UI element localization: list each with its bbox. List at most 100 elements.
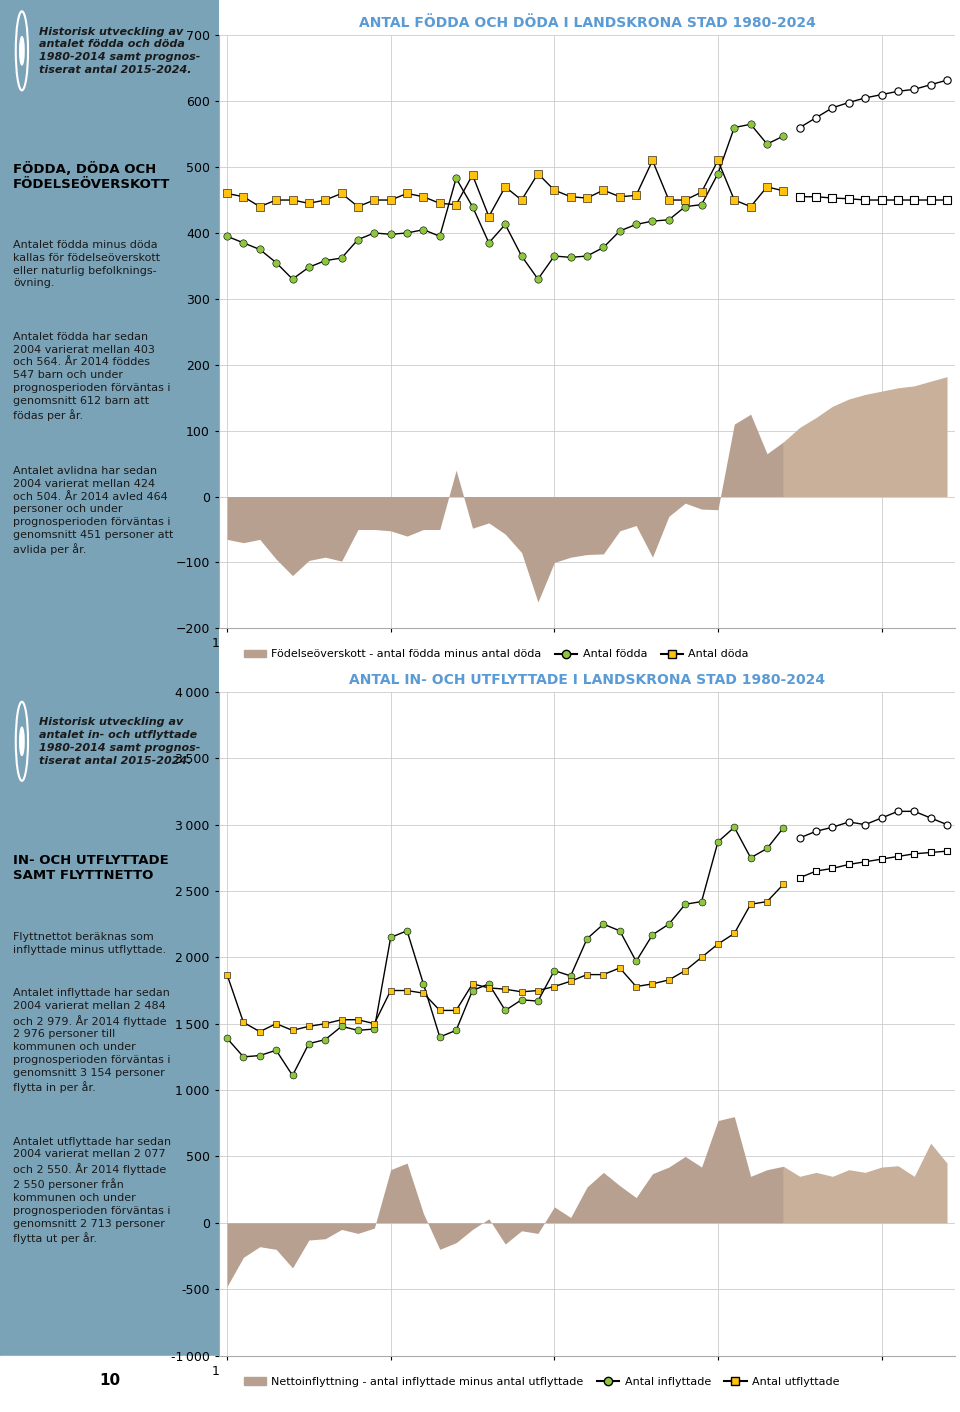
Point <box>906 843 922 866</box>
Point <box>334 1008 349 1031</box>
Point <box>448 1000 464 1022</box>
Point <box>694 946 709 969</box>
Point <box>580 186 595 209</box>
Point <box>792 185 807 208</box>
Point <box>546 179 562 202</box>
Point <box>399 979 415 1001</box>
Point <box>923 73 938 96</box>
Point <box>727 922 742 945</box>
Point <box>301 256 317 278</box>
Point <box>841 853 856 875</box>
Point <box>727 116 742 138</box>
Point <box>546 959 562 981</box>
Point <box>465 164 480 186</box>
Point <box>530 162 545 185</box>
Point <box>808 860 824 882</box>
Point <box>367 1018 382 1041</box>
Point <box>694 193 709 216</box>
Point <box>367 189 382 212</box>
Point <box>220 225 235 247</box>
Point <box>252 1021 268 1043</box>
Point <box>497 979 513 1001</box>
Point <box>759 837 775 860</box>
Point <box>220 963 235 986</box>
Point <box>906 189 922 212</box>
Point <box>432 192 447 215</box>
Point <box>285 189 300 212</box>
Point <box>252 239 268 261</box>
Point <box>514 980 529 1003</box>
Point <box>612 220 628 243</box>
Point <box>596 179 612 202</box>
Point <box>497 1000 513 1022</box>
Point <box>285 1065 300 1087</box>
Point <box>416 981 431 1004</box>
Point <box>334 182 349 205</box>
Point <box>350 229 366 251</box>
Point <box>743 113 758 136</box>
Point <box>432 225 447 247</box>
Point <box>269 1039 284 1062</box>
Point <box>481 973 496 995</box>
Point <box>530 990 545 1012</box>
Point <box>318 250 333 273</box>
Point <box>710 933 726 956</box>
Point <box>580 963 595 986</box>
Point <box>269 1012 284 1035</box>
Point <box>727 816 742 839</box>
Point <box>269 251 284 274</box>
Point <box>481 205 496 227</box>
Point <box>792 826 807 849</box>
Point <box>743 846 758 868</box>
Text: Historisk utveckling av
antalet in- och utflyttade
1980-2014 samt prognos-
tiser: Historisk utveckling av antalet in- och … <box>39 717 201 765</box>
Text: FÖDDA, DÖDA OCH
FÖDELSEÖVERSKOTT: FÖDDA, DÖDA OCH FÖDELSEÖVERSKOTT <box>13 162 171 192</box>
Point <box>530 268 545 291</box>
Point <box>465 973 480 995</box>
Point <box>629 184 644 206</box>
Point <box>448 1019 464 1042</box>
Point <box>220 182 235 205</box>
Point <box>874 847 889 870</box>
Point <box>497 175 513 198</box>
Point <box>301 192 317 215</box>
Point <box>252 1045 268 1067</box>
Point <box>939 840 954 863</box>
Point <box>890 189 905 212</box>
Point <box>923 842 938 864</box>
Point <box>383 926 398 949</box>
Point <box>857 86 873 109</box>
Point <box>546 976 562 998</box>
Point <box>645 923 660 946</box>
Point <box>661 209 677 232</box>
Point <box>857 850 873 873</box>
Point <box>334 1015 349 1038</box>
Point <box>596 963 612 986</box>
Point <box>350 1019 366 1042</box>
Point <box>923 189 938 212</box>
Point <box>383 189 398 212</box>
Text: Antalet inflyttade har sedan
2004 varierat mellan 2 484
och 2 979. År 2014 flytt: Antalet inflyttade har sedan 2004 varier… <box>13 988 171 1093</box>
Point <box>759 175 775 198</box>
Circle shape <box>20 727 24 755</box>
Point <box>334 247 349 270</box>
Text: IN- OCH UTFLYTTADE
SAMT FLYTTNETTO: IN- OCH UTFLYTTADE SAMT FLYTTNETTO <box>13 854 169 882</box>
Point <box>808 820 824 843</box>
Point <box>727 189 742 212</box>
Point <box>416 185 431 208</box>
Point <box>236 1011 252 1034</box>
Point <box>857 189 873 212</box>
Point <box>563 246 578 268</box>
Point <box>645 210 660 233</box>
Point <box>301 1015 317 1038</box>
Point <box>645 150 660 172</box>
Point <box>514 244 529 267</box>
Point <box>383 223 398 246</box>
Point <box>645 973 660 995</box>
Point <box>367 222 382 244</box>
Point <box>236 185 252 208</box>
Point <box>481 977 496 1000</box>
Point <box>792 867 807 890</box>
Point <box>841 92 856 114</box>
Title: ANTAL IN- OCH UTFLYTTADE I LANDSKRONA STAD 1980-2024: ANTAL IN- OCH UTFLYTTADE I LANDSKRONA ST… <box>349 672 825 686</box>
Point <box>939 69 954 92</box>
